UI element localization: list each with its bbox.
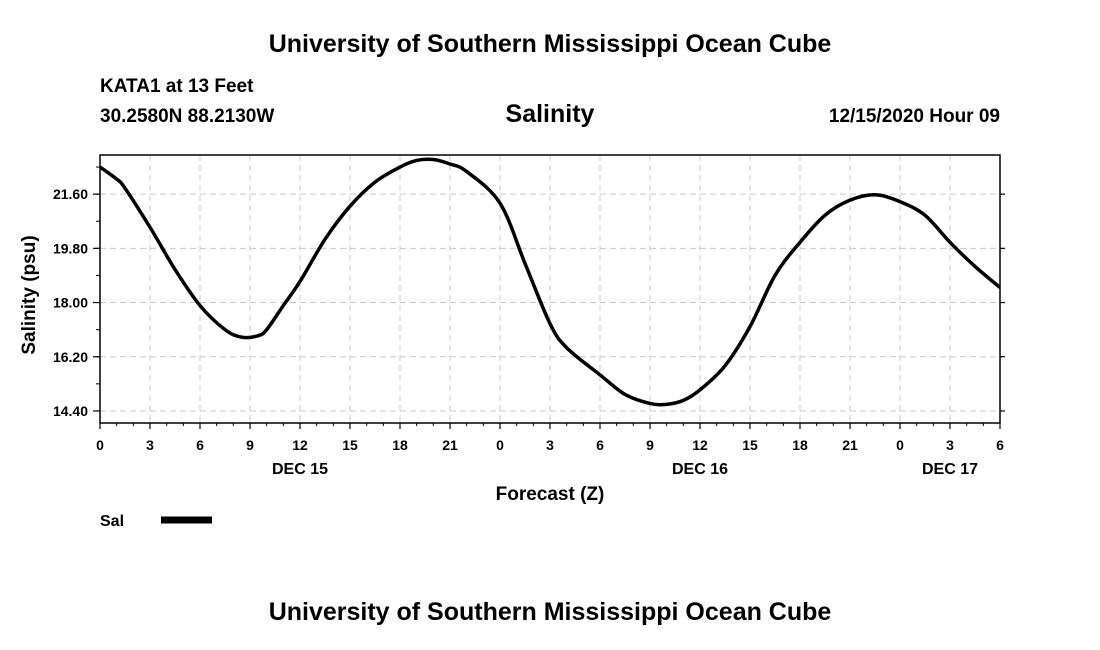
x-tick-label: 0 <box>896 437 904 453</box>
x-tick-label: 3 <box>146 437 154 453</box>
station-label: KATA1 at 13 Feet <box>100 76 254 97</box>
y-axis-title: Salinity (psu) <box>19 235 40 354</box>
x-tick-label: 12 <box>692 437 708 453</box>
x-tick-label: 6 <box>996 437 1004 453</box>
x-tick-label: 18 <box>792 437 808 453</box>
x-tick-label: 6 <box>596 437 604 453</box>
x-tick-label: 3 <box>546 437 554 453</box>
y-tick-label: 21.60 <box>53 186 88 202</box>
x-day-label: DEC 16 <box>672 461 728 478</box>
series-line-sal <box>100 157 1000 407</box>
x-tick-label: 0 <box>496 437 504 453</box>
page-title: University of Southern Mississippi Ocean… <box>268 30 832 58</box>
x-tick-label: 18 <box>392 437 408 453</box>
forecast-datetime: 12/15/2020 Hour 09 <box>828 106 1000 127</box>
x-day-label: DEC 15 <box>272 461 328 478</box>
x-tick-label: 3 <box>946 437 954 453</box>
x-tick-label: 12 <box>292 437 308 453</box>
x-tick-label: 0 <box>96 437 104 453</box>
legend-label: Sal <box>100 513 124 530</box>
x-axis-title: Forecast (Z) <box>496 484 605 505</box>
x-tick-label: 21 <box>842 437 858 453</box>
y-tick-label: 14.40 <box>53 403 88 419</box>
x-tick-label: 21 <box>442 437 458 453</box>
x-day-label: DEC 17 <box>922 461 978 478</box>
x-tick-label: 9 <box>646 437 654 453</box>
y-tick-label: 19.80 <box>53 240 88 256</box>
chart-title: Salinity <box>505 100 595 128</box>
x-tick-label: 15 <box>342 437 358 453</box>
y-tick-label: 18.00 <box>53 295 88 311</box>
page-footer-title: University of Southern Mississippi Ocean… <box>268 598 832 626</box>
y-tick-label: 16.20 <box>53 349 88 365</box>
x-tick-label: 6 <box>196 437 204 453</box>
station-coordinates: 30.2580N 88.2130W <box>100 106 275 127</box>
x-tick-label: 15 <box>742 437 758 453</box>
x-tick-label: 9 <box>246 437 254 453</box>
